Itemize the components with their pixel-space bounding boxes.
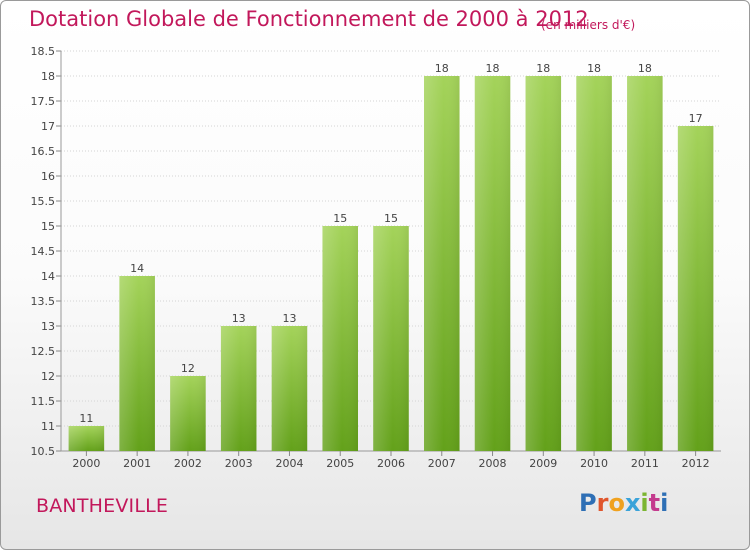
bar-value-label: 13 <box>232 312 246 325</box>
x-tick-label: 2005 <box>326 457 354 470</box>
y-tick-label: 12 <box>41 370 55 383</box>
x-tick-label: 2011 <box>631 457 659 470</box>
logo-letter: x <box>624 489 641 517</box>
y-tick-label: 18.5 <box>31 45 56 58</box>
bar-value-label: 18 <box>435 62 449 75</box>
y-tick-label: 17.5 <box>31 95 56 108</box>
bar-shade <box>322 226 358 451</box>
bar-shade <box>424 76 460 451</box>
logo-letter: i <box>640 489 649 517</box>
bar-value-label: 15 <box>384 212 398 225</box>
y-tick-label: 13.5 <box>31 295 56 308</box>
proxiti-logo[interactable]: Proxiti <box>579 489 668 517</box>
bar-value-label: 18 <box>587 62 601 75</box>
x-tick-label: 2010 <box>580 457 608 470</box>
x-tick-label: 2000 <box>72 457 100 470</box>
bar-value-label: 17 <box>689 112 703 125</box>
y-tick-label: 16.5 <box>31 145 56 158</box>
x-tick-label: 2002 <box>174 457 202 470</box>
bar-shade <box>677 126 714 451</box>
bar-value-label: 18 <box>638 62 652 75</box>
x-tick-label: 2001 <box>123 457 151 470</box>
logo-letter: i <box>660 489 669 517</box>
bar-value-label: 11 <box>79 412 93 425</box>
bar-shade <box>68 426 105 451</box>
logo-letter: r <box>596 489 609 517</box>
y-tick-label: 11 <box>41 420 55 433</box>
bar-value-label: 18 <box>536 62 550 75</box>
bar-value-label: 14 <box>130 262 144 275</box>
y-tick-label: 14.5 <box>31 245 56 258</box>
bar-shade <box>220 326 257 451</box>
bar-shade <box>373 226 409 451</box>
logo-letter: o <box>608 489 625 517</box>
bar-shade <box>474 76 511 451</box>
commune-name: BANTHEVILLE <box>36 495 169 517</box>
x-tick-label: 2004 <box>275 457 303 470</box>
y-tick-label: 16 <box>41 170 55 183</box>
x-tick-label: 2008 <box>479 457 507 470</box>
x-tick-label: 2003 <box>225 457 253 470</box>
x-tick-label: 2006 <box>377 457 405 470</box>
x-tick-label: 2009 <box>529 457 557 470</box>
bar-shade <box>170 376 206 451</box>
bar-shade <box>525 76 562 451</box>
bar-value-label: 12 <box>181 362 195 375</box>
y-tick-label: 14 <box>41 270 55 283</box>
bar-shade <box>271 326 308 451</box>
labels: 11 2000 14 2001 12 2002 13 2003 13 2004 15 2005 15 20… <box>72 62 709 470</box>
y-tick-label: 13 <box>41 320 55 333</box>
bar-shade <box>119 276 155 451</box>
y-tick-label: 15.5 <box>31 195 56 208</box>
logo-letter: P <box>579 489 597 517</box>
y-tick-label: 18 <box>41 70 55 83</box>
logo-letter: t <box>648 489 661 517</box>
chart-title: Dotation Globale de Fonctionnement de 20… <box>29 7 589 31</box>
x-tick-label: 2012 <box>682 457 710 470</box>
bar-shade <box>627 76 663 451</box>
y-tick-label: 10.5 <box>31 445 56 458</box>
y-tick-label: 17 <box>41 120 55 133</box>
x-tick-label: 2007 <box>428 457 456 470</box>
y-tick-label: 11.5 <box>31 395 56 408</box>
bar-value-label: 13 <box>282 312 296 325</box>
chart-subtitle: (en milliers d'€) <box>541 18 636 32</box>
bar-value-label: 15 <box>333 212 347 225</box>
bars <box>68 76 714 451</box>
bar-value-label: 18 <box>486 62 500 75</box>
y-tick-label: 15 <box>41 220 55 233</box>
bar-shade <box>576 76 612 451</box>
y-tick-label: 12.5 <box>31 345 56 358</box>
